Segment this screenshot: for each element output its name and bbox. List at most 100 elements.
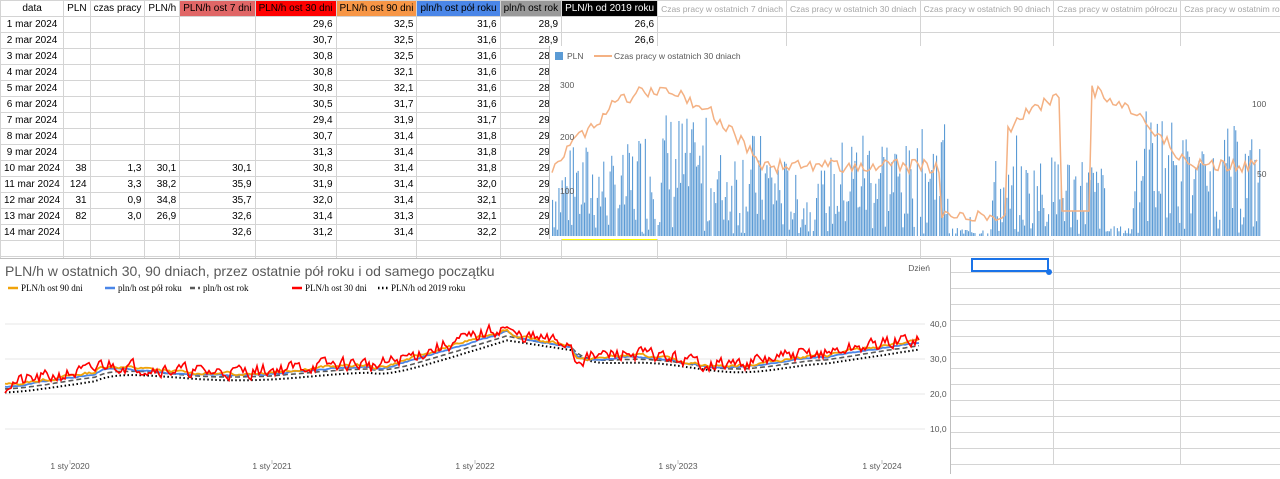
value-cell[interactable]: 31,3 [255,145,336,161]
value-cell[interactable] [145,81,180,97]
value-cell[interactable]: 38 [64,161,90,177]
empty-cell[interactable] [1054,401,1181,417]
empty-cell[interactable] [1054,289,1181,305]
column-header[interactable]: PLN/h ost 90 dni [336,1,417,17]
value-cell[interactable] [145,17,180,33]
empty-cell[interactable] [500,241,561,257]
empty-cell[interactable] [1054,17,1181,33]
empty-cell[interactable] [920,241,1054,257]
value-cell[interactable] [90,49,145,65]
value-cell[interactable] [145,97,180,113]
value-cell[interactable] [180,97,255,113]
value-cell[interactable]: 30,5 [255,97,336,113]
value-cell[interactable] [90,17,145,33]
date-cell[interactable]: 6 mar 2024 [1,97,64,113]
empty-cell[interactable] [1181,289,1280,305]
value-cell[interactable]: 28,9 [500,17,561,33]
value-cell[interactable]: 34,8 [145,193,180,209]
value-cell[interactable]: 30,7 [255,129,336,145]
empty-cell[interactable] [1181,449,1280,465]
value-cell[interactable]: 32,1 [336,65,417,81]
column-header[interactable]: Czas pracy w ostatnich 30 dniach [786,1,920,17]
date-cell[interactable]: 13 mar 2024 [1,209,64,225]
empty-cell[interactable] [562,241,658,257]
value-cell[interactable] [145,65,180,81]
value-cell[interactable]: 32,5 [336,17,417,33]
value-cell[interactable]: 31,9 [336,113,417,129]
value-cell[interactable] [180,49,255,65]
column-header[interactable]: PLN [64,1,90,17]
value-cell[interactable]: 32,0 [417,177,500,193]
value-cell[interactable] [90,65,145,81]
value-cell[interactable]: 29,6 [255,17,336,33]
value-cell[interactable] [64,65,90,81]
value-cell[interactable] [90,145,145,161]
value-cell[interactable]: 31,6 [417,49,500,65]
value-cell[interactable] [64,145,90,161]
value-cell[interactable]: 1,3 [90,161,145,177]
value-cell[interactable] [64,129,90,145]
value-cell[interactable]: 31,4 [336,145,417,161]
value-cell[interactable]: 31,8 [417,129,500,145]
empty-cell[interactable] [336,241,417,257]
value-cell[interactable]: 31,4 [336,129,417,145]
value-cell[interactable] [180,113,255,129]
value-cell[interactable] [180,129,255,145]
value-cell[interactable]: 30,7 [255,33,336,49]
value-cell[interactable]: 0,9 [90,193,145,209]
value-cell[interactable]: 26,9 [145,209,180,225]
value-cell[interactable] [64,81,90,97]
column-header[interactable]: czas pracy [90,1,145,17]
column-header[interactable]: Czas pracy w ostatnim półroczu [1054,1,1181,17]
empty-cell[interactable] [1181,241,1280,257]
empty-cell[interactable] [90,241,145,257]
empty-cell[interactable] [1054,353,1181,369]
column-header[interactable]: Czas pracy w ostatnim roku [1181,1,1280,17]
value-cell[interactable]: 124 [64,177,90,193]
value-cell[interactable]: 32,0 [255,193,336,209]
value-cell[interactable] [90,81,145,97]
date-cell[interactable]: 1 mar 2024 [1,17,64,33]
empty-cell[interactable] [64,241,90,257]
empty-cell[interactable] [1054,305,1181,321]
empty-cell[interactable] [1054,257,1181,273]
empty-cell[interactable] [786,241,920,257]
value-cell[interactable]: 30,8 [255,49,336,65]
value-cell[interactable]: 29,4 [255,113,336,129]
empty-cell[interactable] [417,241,500,257]
value-cell[interactable]: 31,7 [336,97,417,113]
empty-cell[interactable] [145,241,180,257]
empty-cell[interactable] [1181,369,1280,385]
value-cell[interactable] [145,129,180,145]
value-cell[interactable]: 31,4 [255,209,336,225]
column-header[interactable]: Czas pracy w ostatnich 7 dniach [658,1,787,17]
date-cell[interactable]: 7 mar 2024 [1,113,64,129]
value-cell[interactable]: 31,2 [255,225,336,241]
value-cell[interactable]: 30,1 [180,161,255,177]
empty-cell[interactable] [1181,273,1280,289]
value-cell[interactable]: 31,6 [417,33,500,49]
value-cell[interactable] [64,49,90,65]
value-cell[interactable]: 3,0 [90,209,145,225]
value-cell[interactable]: 35,7 [180,193,255,209]
empty-cell[interactable] [1054,273,1181,289]
work-time-chart[interactable]: PLN Czas pracy w ostatnich 30 dniach 100… [549,46,1280,239]
value-cell[interactable]: 31,8 [417,145,500,161]
empty-cell[interactable] [1181,257,1280,273]
date-cell[interactable]: 4 mar 2024 [1,65,64,81]
value-cell[interactable]: 32,5 [336,49,417,65]
empty-cell[interactable] [1054,449,1181,465]
value-cell[interactable]: 31,4 [336,193,417,209]
empty-cell[interactable] [1181,305,1280,321]
value-cell[interactable]: 31 [64,193,90,209]
empty-cell[interactable] [1181,321,1280,337]
column-header[interactable]: pln/h ost rok [500,1,561,17]
empty-cell[interactable] [1054,417,1181,433]
value-cell[interactable]: 30,8 [255,81,336,97]
value-cell[interactable] [64,33,90,49]
value-cell[interactable]: 31,6 [417,17,500,33]
date-cell[interactable]: 3 mar 2024 [1,49,64,65]
value-cell[interactable] [90,113,145,129]
date-cell[interactable]: 11 mar 2024 [1,177,64,193]
value-cell[interactable]: 31,4 [336,177,417,193]
